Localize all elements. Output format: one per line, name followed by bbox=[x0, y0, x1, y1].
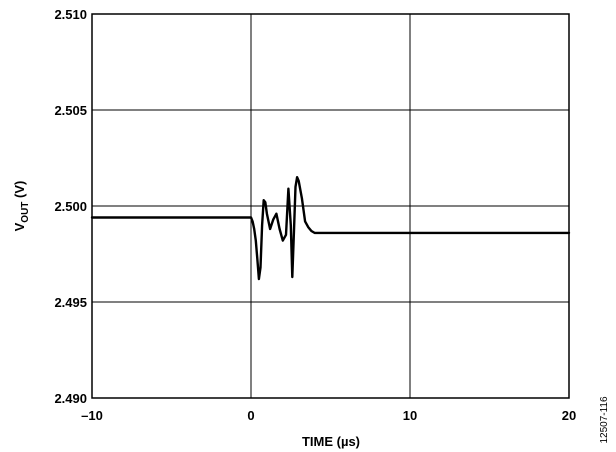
plot-border bbox=[91, 13, 570, 399]
x-tick-label: 20 bbox=[562, 408, 576, 423]
y-axis-title-unit: (V) bbox=[12, 181, 27, 202]
y-tick-label: 2.505 bbox=[54, 103, 87, 118]
figure-id: 12507-116 bbox=[599, 396, 610, 444]
plot-frame bbox=[91, 13, 570, 399]
x-tick-labels: –10 0 10 20 bbox=[81, 408, 576, 423]
y-tick-label: 2.500 bbox=[54, 199, 87, 214]
x-tick-label: 10 bbox=[403, 408, 417, 423]
y-tick-label: 2.510 bbox=[54, 7, 87, 22]
x-tick-label: 0 bbox=[247, 408, 254, 423]
y-axis-title-subscript: OUT bbox=[20, 202, 31, 223]
x-tick-label: –10 bbox=[81, 408, 103, 423]
y-tick-label: 2.490 bbox=[54, 391, 87, 406]
y-axis-title: VOUT (V) bbox=[12, 181, 31, 232]
grid-lines bbox=[91, 13, 570, 399]
y-tick-label: 2.495 bbox=[54, 295, 87, 310]
y-axis-title-main: V bbox=[12, 222, 27, 231]
series-line bbox=[90, 175, 571, 281]
y-tick-labels: 2.510 2.505 2.500 2.495 2.490 bbox=[54, 7, 87, 406]
x-axis-title: TIME (µs) bbox=[302, 434, 360, 449]
series-layer bbox=[90, 175, 571, 281]
